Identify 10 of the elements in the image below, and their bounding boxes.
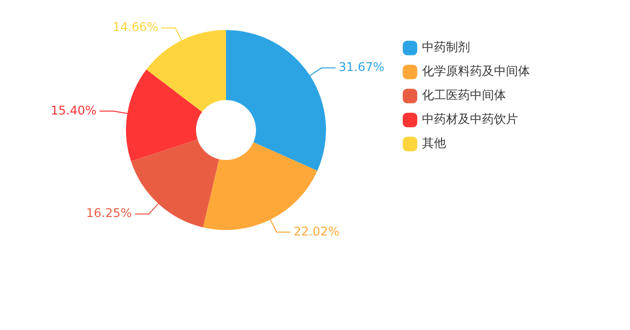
data-label: 16.25%	[86, 206, 132, 220]
data-label: 14.66%	[112, 20, 158, 34]
data-label: 22.02%	[294, 224, 340, 238]
legend-label: 中药制剂	[422, 40, 470, 54]
legend-label: 化工医药中间体	[422, 88, 506, 102]
legend-label: 中药材及中药饮片	[422, 112, 518, 126]
legend-label: 化学原料药及中间体	[422, 64, 530, 78]
data-label: 15.40%	[50, 103, 97, 118]
data-label: 31.67%	[338, 60, 384, 74]
legend-label: 其他	[422, 136, 446, 150]
